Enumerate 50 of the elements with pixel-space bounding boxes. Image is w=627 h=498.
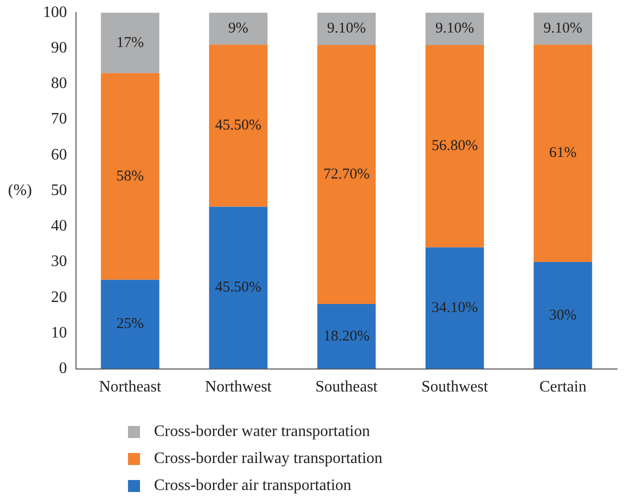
y-tick-label: 0 [59, 360, 67, 378]
data-label: 9.10% [435, 20, 474, 37]
y-tick-label: 90 [51, 39, 67, 56]
y-tick-label: 10 [51, 324, 67, 342]
y-tick-label: 20 [51, 288, 67, 306]
bar [100, 73, 160, 280]
legend-label: Cross-border water transportation [154, 422, 370, 440]
y-axis-title: (%) [8, 182, 32, 199]
bar [534, 262, 592, 369]
y-tick-label: 60 [51, 146, 67, 164]
y-tick-label: 50 [51, 182, 67, 199]
bar [209, 44, 268, 207]
data-label: 18.20% [323, 328, 370, 344]
x-tick-label: Northwest [204, 378, 272, 396]
bar [317, 45, 376, 304]
y-tick-label: 100 [43, 4, 67, 21]
bar [425, 12, 484, 46]
data-label: 58% [116, 168, 144, 184]
bar [209, 206, 268, 369]
data-label: 17% [116, 34, 144, 51]
x-tick-label: Southeast [315, 378, 378, 396]
data-label: 25% [116, 316, 144, 332]
bar [317, 12, 376, 46]
data-label: 45.50% [215, 280, 262, 296]
bar [100, 12, 160, 74]
y-tick-label: 80 [51, 75, 67, 92]
data-label: 56.80% [432, 138, 478, 154]
legend-label: Cross-border air transportation [154, 476, 352, 494]
bar [425, 45, 484, 248]
legend-label: Cross-border railway transportation [154, 450, 382, 468]
data-label: 45.50% [215, 118, 262, 134]
data-label: 9.10% [327, 20, 366, 37]
bar [209, 12, 268, 45]
data-label: 9% [228, 20, 248, 37]
y-tick-label: 40 [51, 218, 67, 235]
x-tick-label: Northeast [99, 378, 162, 396]
data-label: 61% [549, 145, 577, 162]
bar [534, 12, 592, 45]
bar [534, 44, 592, 262]
x-tick-label: Southwest [421, 378, 489, 396]
y-tick-label: 30 [51, 253, 67, 270]
bar [425, 247, 484, 369]
data-label: 72.70% [323, 166, 370, 182]
data-label: 9.10% [544, 20, 582, 36]
bar [100, 280, 160, 369]
bar [317, 304, 376, 369]
data-label: 34.10% [432, 300, 478, 316]
data-label: 30% [549, 307, 577, 324]
x-tick-label: Certain [539, 378, 586, 396]
y-tick-label: 70 [51, 110, 67, 128]
